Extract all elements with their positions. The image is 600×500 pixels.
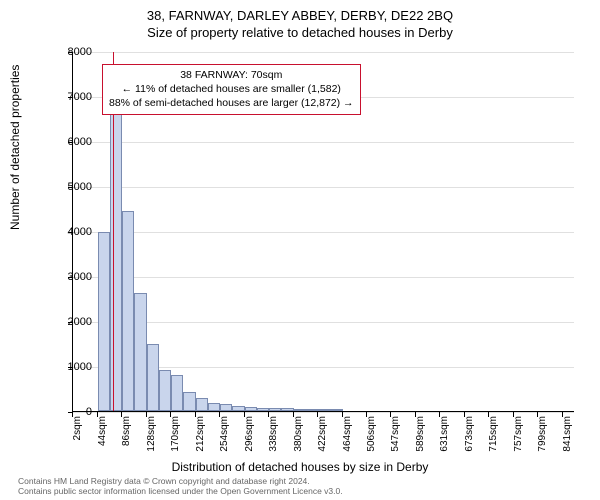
x-tick-label: 841sqm bbox=[562, 416, 573, 466]
histogram-bar bbox=[110, 112, 122, 411]
x-tick-label: 673sqm bbox=[464, 416, 475, 466]
annotation-line-3: 88% of semi-detached houses are larger (… bbox=[109, 96, 354, 110]
x-tick-label: 464sqm bbox=[342, 416, 353, 466]
chart-title-sub: Size of property relative to detached ho… bbox=[0, 23, 600, 40]
histogram-bar bbox=[245, 407, 257, 411]
histogram-bar bbox=[134, 293, 146, 411]
x-tick-label: 128sqm bbox=[146, 416, 157, 466]
footer-attribution: Contains HM Land Registry data © Crown c… bbox=[18, 476, 343, 496]
chart-title-main: 38, FARNWAY, DARLEY ABBEY, DERBY, DE22 2… bbox=[0, 0, 600, 23]
x-tick-label: 254sqm bbox=[219, 416, 230, 466]
x-tick-label: 589sqm bbox=[415, 416, 426, 466]
histogram-bar bbox=[318, 409, 330, 411]
histogram-bar bbox=[183, 392, 195, 411]
x-tick-label: 631sqm bbox=[439, 416, 450, 466]
histogram-bar bbox=[330, 409, 342, 411]
y-tick-label: 3000 bbox=[52, 271, 92, 283]
histogram-bar bbox=[294, 409, 306, 411]
histogram-bar bbox=[232, 406, 244, 411]
histogram-bar bbox=[122, 211, 134, 411]
y-tick-label: 5000 bbox=[52, 181, 92, 193]
x-tick-label: 212sqm bbox=[195, 416, 206, 466]
grid-line bbox=[73, 142, 574, 143]
histogram-bar bbox=[220, 404, 232, 411]
grid-line bbox=[73, 187, 574, 188]
histogram-bar bbox=[306, 409, 318, 411]
histogram-bar bbox=[269, 408, 281, 411]
y-axis-label: Number of detached properties bbox=[8, 65, 22, 230]
footer-line-1: Contains HM Land Registry data © Crown c… bbox=[18, 476, 343, 486]
y-tick-label: 1000 bbox=[52, 361, 92, 373]
histogram-bar bbox=[257, 408, 269, 411]
x-tick-label: 799sqm bbox=[537, 416, 548, 466]
x-tick-label: 422sqm bbox=[317, 416, 328, 466]
histogram-bar bbox=[98, 232, 110, 411]
x-tick-label: 170sqm bbox=[170, 416, 181, 466]
x-tick-label: 296sqm bbox=[244, 416, 255, 466]
grid-line bbox=[73, 277, 574, 278]
y-tick-label: 7000 bbox=[52, 91, 92, 103]
annotation-line-2: ← 11% of detached houses are smaller (1,… bbox=[109, 82, 354, 96]
y-tick-label: 4000 bbox=[52, 226, 92, 238]
histogram-bar bbox=[159, 370, 171, 411]
x-tick-label: 547sqm bbox=[390, 416, 401, 466]
x-tick-label: 338sqm bbox=[268, 416, 279, 466]
grid-line bbox=[73, 52, 574, 53]
x-tick-label: 86sqm bbox=[121, 416, 132, 466]
x-tick-label: 715sqm bbox=[488, 416, 499, 466]
histogram-bar bbox=[208, 403, 220, 411]
footer-line-2: Contains public sector information licen… bbox=[18, 486, 343, 496]
annotation-line-1: 38 FARNWAY: 70sqm bbox=[109, 68, 354, 82]
grid-line bbox=[73, 322, 574, 323]
x-tick-label: 506sqm bbox=[366, 416, 377, 466]
x-tick-label: 44sqm bbox=[97, 416, 108, 466]
histogram-bar bbox=[147, 344, 159, 412]
chart-container: 38, FARNWAY, DARLEY ABBEY, DERBY, DE22 2… bbox=[0, 0, 600, 500]
grid-line bbox=[73, 412, 574, 413]
x-tick-label: 757sqm bbox=[513, 416, 524, 466]
y-tick-label: 6000 bbox=[52, 136, 92, 148]
grid-line bbox=[73, 232, 574, 233]
x-tick-label: 380sqm bbox=[293, 416, 304, 466]
y-tick-label: 2000 bbox=[52, 316, 92, 328]
histogram-bar bbox=[171, 375, 183, 411]
x-tick-label: 2sqm bbox=[72, 416, 83, 466]
histogram-bar bbox=[196, 398, 208, 411]
annotation-box: 38 FARNWAY: 70sqm← 11% of detached house… bbox=[102, 64, 361, 115]
histogram-bar bbox=[281, 408, 293, 411]
y-tick-label: 8000 bbox=[52, 46, 92, 58]
